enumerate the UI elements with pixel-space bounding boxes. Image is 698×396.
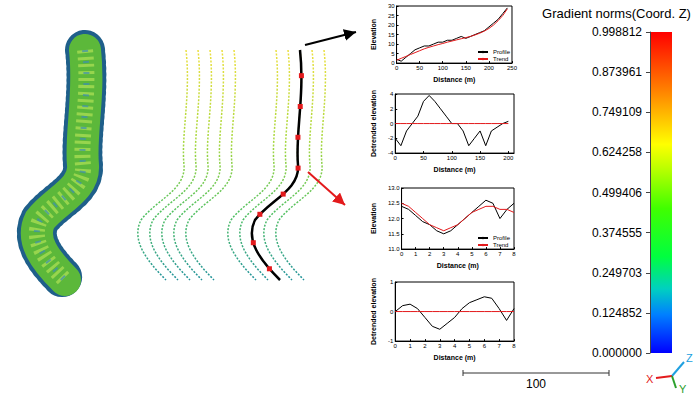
- svg-text:Y: Y: [679, 383, 687, 395]
- svg-text:Gradient norms(Coord. Z): Gradient norms(Coord. Z): [542, 6, 691, 21]
- svg-text:X: X: [646, 373, 654, 385]
- svg-text:0: 0: [390, 309, 394, 315]
- svg-text:150: 150: [475, 155, 486, 161]
- svg-text:0.499406: 0.499406: [592, 186, 642, 200]
- svg-text:12.5: 12.5: [388, 200, 400, 206]
- svg-text:10: 10: [388, 41, 395, 47]
- svg-text:100: 100: [526, 377, 546, 391]
- svg-text:Distance (m): Distance (m): [434, 354, 476, 362]
- svg-text:5: 5: [470, 251, 474, 257]
- svg-text:250: 250: [507, 65, 518, 71]
- svg-text:Profile: Profile: [493, 235, 511, 241]
- svg-text:2: 2: [390, 106, 394, 112]
- svg-text:200: 200: [484, 65, 495, 71]
- svg-text:0: 0: [394, 343, 398, 349]
- svg-text:4: 4: [453, 343, 457, 349]
- svg-text:Distance (m): Distance (m): [433, 76, 475, 84]
- svg-text:0.249703: 0.249703: [592, 266, 642, 280]
- svg-text:8: 8: [512, 343, 516, 349]
- svg-text:Z: Z: [686, 352, 693, 364]
- svg-text:6: 6: [483, 343, 487, 349]
- svg-text:0.873961: 0.873961: [592, 65, 642, 79]
- svg-text:Elevation: Elevation: [370, 203, 377, 234]
- svg-text:100: 100: [447, 155, 458, 161]
- svg-text:200: 200: [503, 155, 514, 161]
- svg-text:2: 2: [428, 251, 432, 257]
- svg-text:0: 0: [400, 251, 404, 257]
- svg-text:Trend: Trend: [493, 56, 508, 62]
- svg-text:7: 7: [497, 343, 501, 349]
- svg-text:150: 150: [461, 65, 472, 71]
- svg-text:5: 5: [468, 343, 472, 349]
- svg-text:Distance (m): Distance (m): [434, 166, 476, 174]
- svg-text:11.0: 11.0: [388, 246, 400, 252]
- svg-text:0.624258: 0.624258: [592, 145, 642, 159]
- svg-text:0.998812: 0.998812: [592, 25, 642, 39]
- svg-text:Trend: Trend: [493, 242, 508, 248]
- svg-text:30: 30: [388, 3, 395, 9]
- svg-text:1: 1: [414, 251, 418, 257]
- svg-text:12.0: 12.0: [388, 216, 400, 222]
- svg-text:20: 20: [388, 22, 395, 28]
- svg-text:Elevation: Elevation: [370, 19, 377, 50]
- svg-text:5: 5: [391, 51, 395, 57]
- svg-text:Distance (m): Distance (m): [437, 262, 479, 270]
- svg-text:3: 3: [438, 343, 442, 349]
- svg-text:11.5: 11.5: [388, 231, 400, 237]
- svg-text:100: 100: [438, 65, 449, 71]
- svg-text:1: 1: [408, 343, 412, 349]
- svg-text:0.374555: 0.374555: [592, 226, 642, 240]
- svg-text:4: 4: [456, 251, 460, 257]
- svg-text:6: 6: [484, 251, 488, 257]
- svg-text:Detrended elevation: Detrended elevation: [370, 278, 377, 345]
- svg-text:-1: -1: [387, 338, 394, 345]
- svg-text:50: 50: [416, 65, 423, 71]
- svg-text:3: 3: [442, 251, 446, 257]
- svg-text:8: 8: [512, 251, 516, 257]
- svg-text:2: 2: [423, 343, 427, 349]
- svg-text:0.000000: 0.000000: [592, 346, 642, 360]
- svg-text:-4: -4: [387, 150, 394, 157]
- svg-text:13.0: 13.0: [388, 185, 400, 191]
- svg-text:0: 0: [395, 65, 399, 71]
- svg-text:Profile: Profile: [493, 49, 511, 55]
- svg-text:0.124852: 0.124852: [592, 306, 642, 320]
- svg-text:0.749109: 0.749109: [592, 105, 642, 119]
- svg-text:1: 1: [390, 279, 394, 285]
- svg-text:Detrended elevation: Detrended elevation: [370, 90, 377, 157]
- svg-text:15: 15: [388, 32, 395, 38]
- svg-text:25: 25: [388, 13, 395, 19]
- svg-text:-2: -2: [388, 135, 394, 141]
- svg-text:50: 50: [420, 155, 427, 161]
- svg-text:7: 7: [498, 251, 502, 257]
- svg-text:4: 4: [390, 91, 394, 97]
- svg-text:0: 0: [390, 121, 394, 127]
- svg-text:0: 0: [391, 60, 395, 67]
- svg-text:0: 0: [394, 155, 398, 161]
